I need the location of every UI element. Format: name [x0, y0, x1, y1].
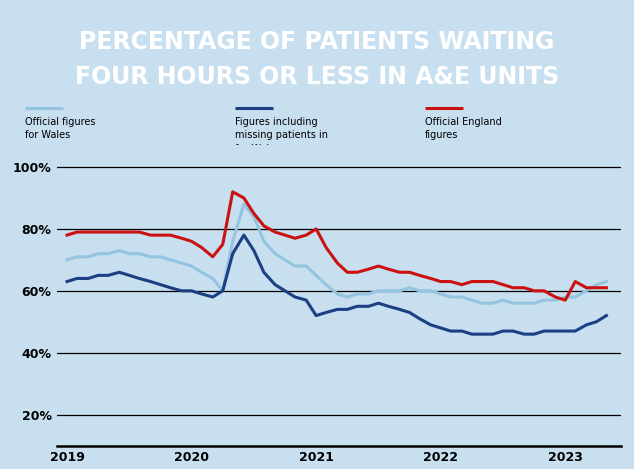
- Text: Official England: Official England: [425, 117, 501, 127]
- Text: for Wales: for Wales: [25, 130, 70, 140]
- Text: figures: figures: [425, 130, 458, 140]
- Text: missing patients in: missing patients in: [235, 130, 328, 140]
- Text: Figures including: Figures including: [235, 117, 317, 127]
- Text: FOUR HOURS OR LESS IN A&E UNITS: FOUR HOURS OR LESS IN A&E UNITS: [75, 65, 559, 89]
- Text: PERCENTAGE OF PATIENTS WAITING: PERCENTAGE OF PATIENTS WAITING: [79, 30, 555, 54]
- Text: for Wales: for Wales: [235, 144, 280, 154]
- Text: Official figures: Official figures: [25, 117, 96, 127]
